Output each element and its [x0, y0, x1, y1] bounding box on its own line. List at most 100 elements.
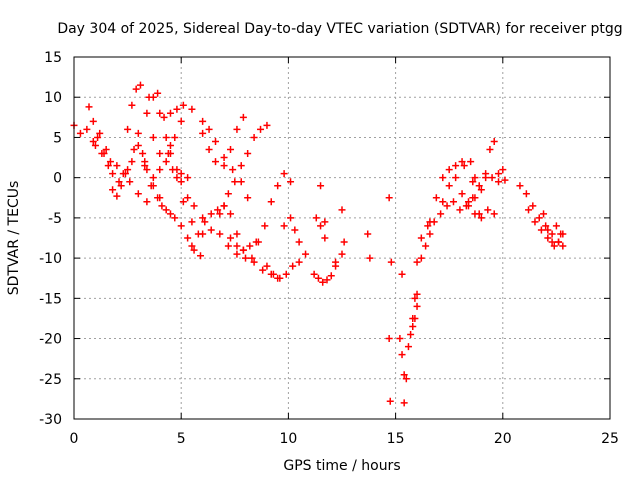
data-point [295, 238, 303, 246]
data-point [495, 170, 503, 178]
data-point [188, 105, 196, 113]
data-point [280, 222, 288, 230]
data-point [525, 206, 533, 214]
series-arc-3 [91, 117, 185, 186]
data-point [199, 117, 207, 125]
data-point [98, 150, 106, 158]
data-point [94, 133, 102, 141]
data-point [467, 158, 475, 166]
data-point [289, 262, 297, 270]
data-point [85, 103, 93, 111]
data-point [302, 250, 310, 258]
data-point [76, 129, 84, 137]
series-arc-1 [70, 121, 110, 154]
data-point [490, 137, 498, 145]
data-point [227, 234, 235, 242]
data-point [244, 150, 252, 158]
data-point [173, 166, 181, 174]
data-point [398, 351, 406, 359]
data-point [177, 170, 185, 178]
y-tick-label: 10 [44, 90, 62, 106]
data-point [184, 194, 192, 202]
data-point [220, 154, 228, 162]
y-axis-label: SDTVAR / TECUs [6, 181, 22, 296]
data-point [154, 194, 162, 202]
data-point [246, 242, 254, 250]
data-point [102, 146, 110, 154]
data-point [83, 125, 91, 133]
series-arc-30 [525, 206, 567, 250]
data-point [550, 242, 558, 250]
y-tick-label: -10 [39, 251, 62, 267]
data-point [89, 137, 97, 145]
data-point [231, 178, 239, 186]
series-arc-7 [145, 93, 282, 282]
data-point [156, 150, 164, 158]
y-tick-label: -5 [48, 211, 62, 227]
data-point [366, 254, 374, 262]
data-point [248, 254, 256, 262]
data-point [314, 274, 322, 282]
data-point [171, 133, 179, 141]
data-point [312, 214, 320, 222]
series-arc-27 [469, 170, 509, 190]
data-point [160, 113, 168, 121]
x-tick-label: 25 [601, 431, 619, 447]
data-point [535, 214, 543, 222]
data-point [190, 246, 198, 254]
data-point [149, 174, 157, 182]
series-arc-2 [85, 103, 151, 206]
data-point [456, 206, 464, 214]
data-point [407, 331, 415, 339]
data-point [413, 290, 421, 298]
data-point [482, 170, 490, 178]
data-point [166, 141, 174, 149]
data-point [141, 162, 149, 170]
data-point [233, 250, 241, 258]
data-point [233, 125, 241, 133]
data-point [449, 198, 457, 206]
data-point [499, 166, 507, 174]
data-point [154, 89, 162, 97]
data-point [295, 258, 303, 266]
data-point [207, 226, 215, 234]
data-point [250, 133, 258, 141]
data-point [179, 101, 187, 109]
data-point [229, 166, 237, 174]
data-point [317, 222, 325, 230]
series-arc-12 [216, 121, 271, 218]
data-point [475, 182, 483, 190]
data-point [149, 133, 157, 141]
y-tick-label: -15 [39, 291, 62, 307]
data-point [386, 397, 394, 405]
data-point [212, 158, 220, 166]
data-point [458, 190, 466, 198]
data-point [484, 206, 492, 214]
data-point [130, 146, 138, 154]
data-point [214, 206, 222, 214]
data-point [452, 174, 460, 182]
data-point [134, 190, 142, 198]
data-point [548, 238, 556, 246]
series-arc-6 [141, 162, 204, 260]
series-arc-28 [464, 202, 498, 222]
data-point [544, 234, 552, 242]
data-point [117, 182, 125, 190]
x-tick-label: 5 [177, 431, 186, 447]
data-point [501, 176, 509, 184]
data-point [464, 202, 472, 210]
data-point [239, 246, 247, 254]
series-arc-8 [154, 89, 207, 222]
data-point [471, 210, 479, 218]
data-point [542, 222, 550, 230]
data-point [400, 371, 408, 379]
data-point [400, 399, 408, 407]
data-point [128, 101, 136, 109]
data-point [488, 174, 496, 182]
data-point [338, 206, 346, 214]
data-point [486, 146, 494, 154]
data-point [490, 210, 498, 218]
data-point [460, 162, 468, 170]
chart-title: Day 304 of 2025, Sidereal Day-to-day VTE… [57, 21, 622, 37]
y-tick-label: 5 [53, 130, 62, 146]
